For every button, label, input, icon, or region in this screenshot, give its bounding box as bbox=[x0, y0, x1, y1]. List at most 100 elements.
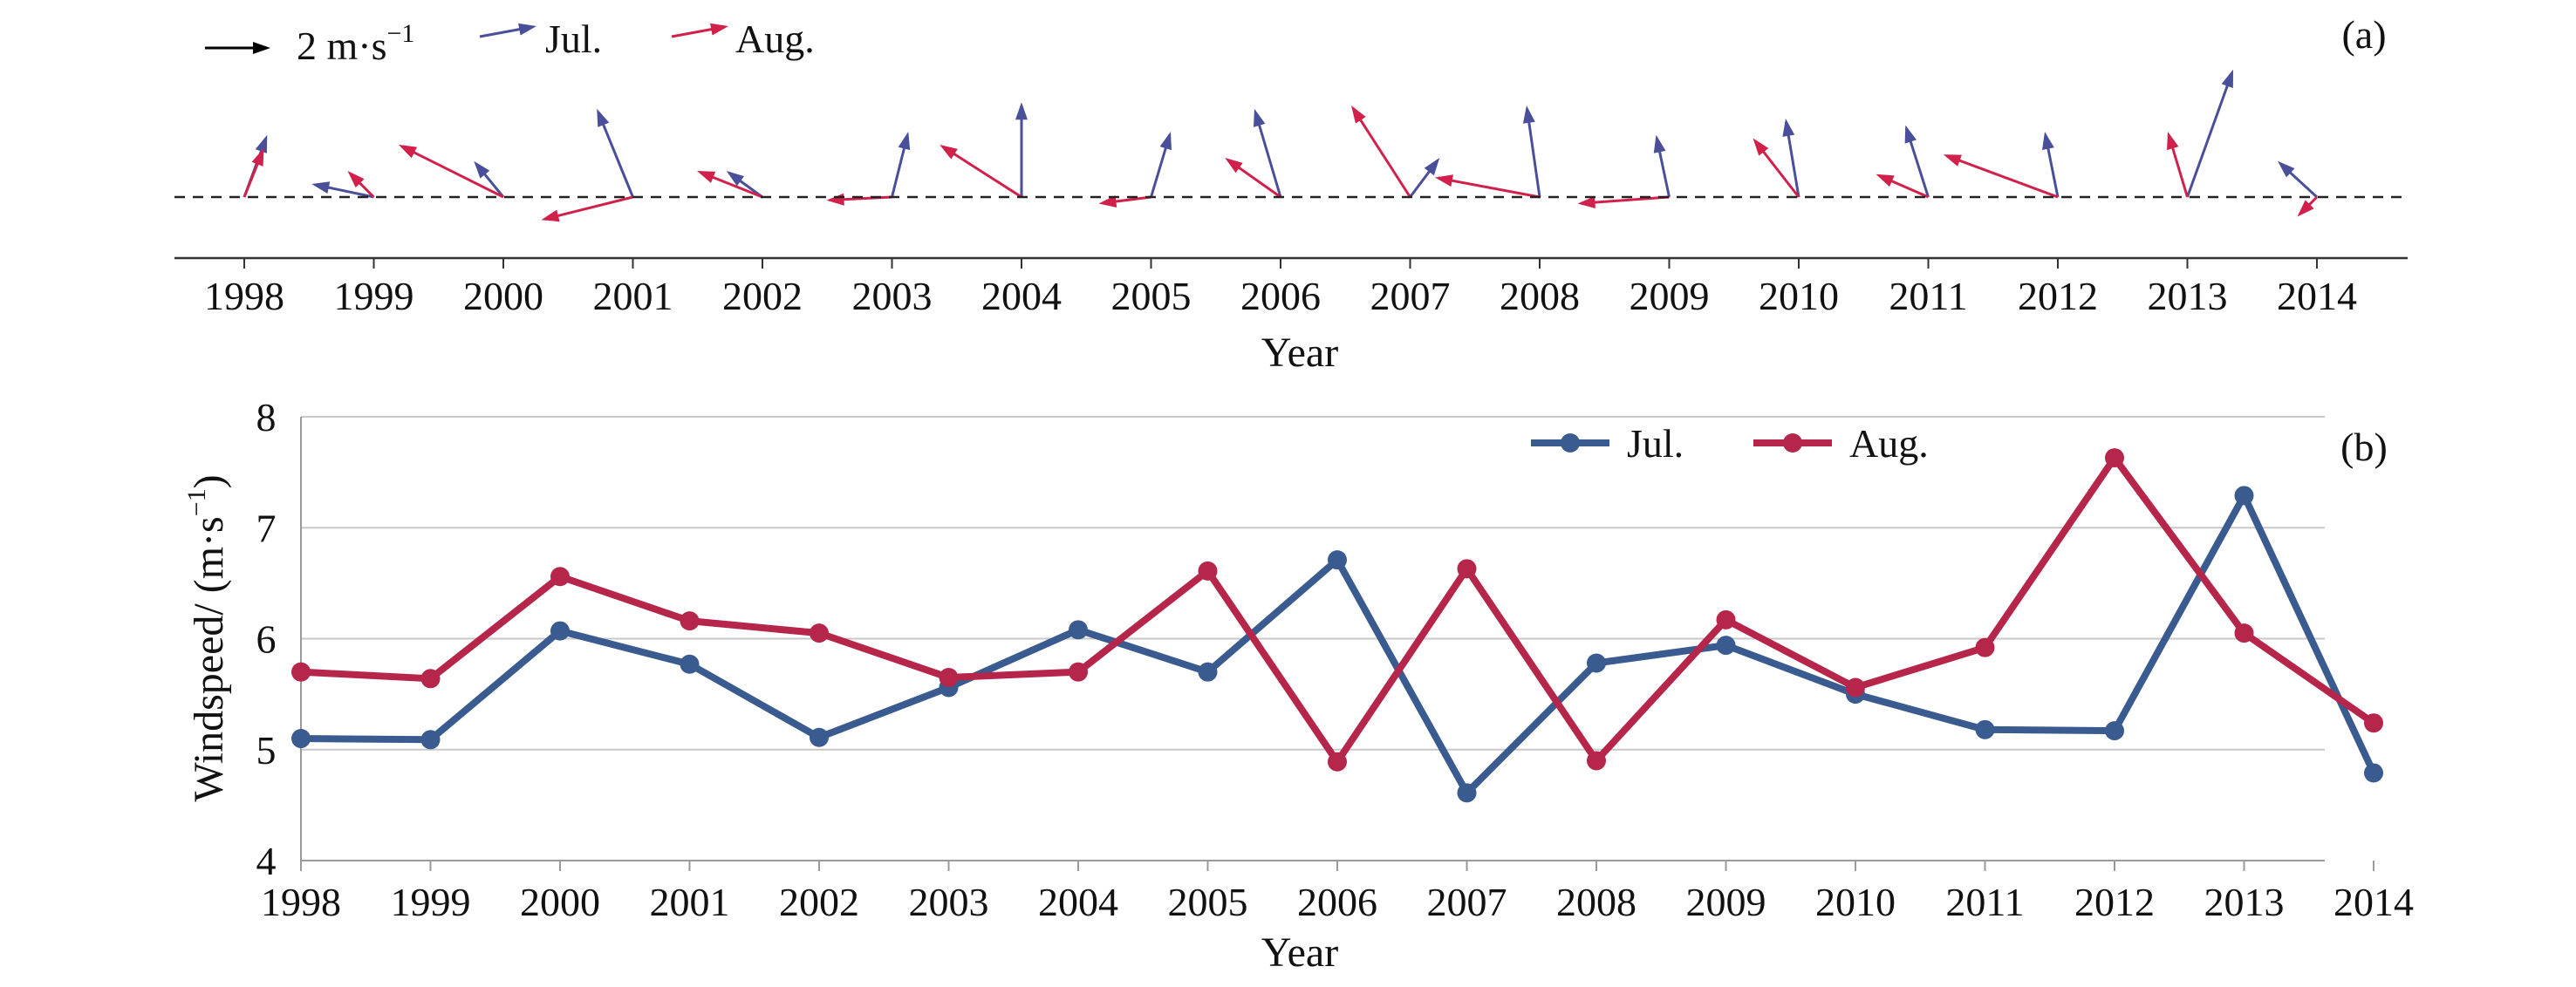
wind-arrow-aug-2011 bbox=[1876, 174, 1930, 199]
wind-arrow-aug-2007 bbox=[1351, 106, 1411, 198]
wind-arrow-aug-2009 bbox=[1577, 195, 1670, 209]
x-tick-label: 2014 bbox=[2333, 880, 2414, 924]
data-point-jul-2013 bbox=[2234, 486, 2254, 506]
y-tick-label: 8 bbox=[256, 395, 277, 439]
wind-arrow-jul-2013 bbox=[2186, 69, 2234, 198]
wind-arrow-aug-1998 bbox=[243, 147, 264, 198]
data-point-jul-2007 bbox=[1457, 783, 1477, 803]
x-tick-label: 2012 bbox=[2074, 880, 2155, 924]
y-tick-labels: 4 5 6 7 8 bbox=[256, 395, 277, 883]
x-tick-label: 2002 bbox=[722, 274, 803, 318]
wind-arrow-jul-2002 bbox=[726, 171, 763, 199]
data-point-jul-2000 bbox=[550, 621, 570, 641]
series-jul bbox=[291, 486, 2383, 803]
data-point-jul-2004 bbox=[1069, 620, 1088, 640]
y-tick-label: 7 bbox=[256, 506, 277, 550]
legend-label-aug: Aug. bbox=[1849, 421, 1929, 466]
wind-arrow-jul-2014 bbox=[2278, 160, 2319, 199]
data-point-jul-1999 bbox=[420, 730, 441, 750]
data-point-jul-2001 bbox=[680, 654, 700, 674]
panel-label: (b) bbox=[2340, 425, 2388, 469]
x-tick-label: 1998 bbox=[261, 880, 341, 924]
wind-arrow-jul-2006 bbox=[1253, 108, 1282, 198]
data-point-aug-2000 bbox=[550, 567, 570, 587]
wind-arrow-aug-2004 bbox=[940, 145, 1022, 199]
data-point-aug-1999 bbox=[420, 669, 441, 689]
x-tick-label: 2008 bbox=[1500, 274, 1580, 318]
data-point-aug-2013 bbox=[2234, 623, 2254, 643]
legend-item-aug bbox=[671, 23, 728, 38]
x-tick-label: 2005 bbox=[1111, 274, 1192, 318]
x-tick-label: 1998 bbox=[204, 274, 284, 318]
data-point-aug-2002 bbox=[810, 623, 829, 643]
data-point-aug-2009 bbox=[1716, 609, 1736, 630]
data-point-jul-2008 bbox=[1587, 653, 1606, 673]
x-tick-label: 2007 bbox=[1427, 880, 1507, 924]
x-tick-label: 2011 bbox=[1945, 880, 2024, 924]
jul-arrow-icon bbox=[479, 23, 536, 38]
wind-arrow-jul-2012 bbox=[2042, 132, 2060, 198]
wind-arrow-jul-2003 bbox=[891, 132, 911, 198]
x-tick-label: 2006 bbox=[1297, 880, 1377, 924]
x-tick-label: 2010 bbox=[1815, 880, 1896, 924]
data-point-jul-2005 bbox=[1198, 662, 1218, 682]
legend-item-jul bbox=[479, 23, 536, 38]
legend-reference-arrow bbox=[205, 42, 270, 54]
wind-arrow-jul-2008 bbox=[1522, 106, 1541, 198]
legend-label-jul: Jul. bbox=[545, 17, 602, 61]
data-point-jul-2009 bbox=[1716, 636, 1736, 656]
x-tick-label: 2003 bbox=[909, 880, 989, 924]
wind-arrow-jul-2009 bbox=[1653, 134, 1671, 198]
wind-arrow-aug-2002 bbox=[697, 171, 763, 199]
wind-arrow-aug-2003 bbox=[826, 193, 892, 206]
x-tick-label: 2001 bbox=[593, 274, 673, 318]
x-tick-label: 2000 bbox=[520, 880, 600, 924]
legend-label-aug: Aug. bbox=[735, 17, 815, 61]
x-tick-label: 2006 bbox=[1240, 274, 1321, 318]
x-tick-marks bbox=[243, 258, 2318, 269]
legend-item-jul bbox=[1531, 433, 1609, 453]
series-aug bbox=[291, 448, 2383, 772]
wind-arrow-jul-2007 bbox=[1409, 158, 1440, 198]
wind-arrow-jul-2001 bbox=[597, 108, 634, 198]
x-tick-marks bbox=[300, 861, 2374, 871]
x-axis-title: Year bbox=[1261, 929, 1338, 976]
wind-arrow-jul-2000 bbox=[474, 160, 505, 198]
data-point-jul-1998 bbox=[291, 729, 311, 749]
wind-arrow-aug-2008 bbox=[1435, 174, 1541, 199]
x-tick-label: 2011 bbox=[1889, 274, 1967, 318]
x-tick-label: 2004 bbox=[981, 274, 1062, 318]
wind-arrow-aug-2010 bbox=[1753, 138, 1800, 198]
data-point-aug-2011 bbox=[1975, 637, 1995, 657]
data-point-jul-2012 bbox=[2105, 721, 2124, 741]
x-tick-label: 2013 bbox=[2148, 274, 2228, 318]
wind-arrow-aug-2013 bbox=[2167, 132, 2189, 198]
reference-arrow-icon bbox=[205, 42, 270, 54]
data-point-aug-1998 bbox=[291, 662, 311, 682]
data-point-aug-2001 bbox=[680, 611, 700, 631]
data-point-aug-2003 bbox=[939, 668, 959, 688]
y-tick-label: 4 bbox=[256, 839, 277, 883]
data-point-aug-2014 bbox=[2364, 713, 2383, 733]
x-tick-label: 2009 bbox=[1686, 880, 1766, 924]
x-tick-label: 2012 bbox=[2018, 274, 2098, 318]
x-tick-label: 1999 bbox=[334, 274, 414, 318]
x-tick-labels: 1998 1999 2000 2001 2002 2003 2004 2005 2006 2007… bbox=[261, 880, 2414, 924]
x-tick-label: 2008 bbox=[1556, 880, 1636, 924]
wind-arrow-aug-2005 bbox=[1098, 195, 1151, 208]
wind-arrow-aug-2012 bbox=[1943, 154, 2059, 199]
wind-arrow-aug-2001 bbox=[541, 195, 633, 222]
wind-arrow-jul-2005 bbox=[1150, 132, 1172, 198]
wind-arrow-aug-1999 bbox=[347, 171, 375, 199]
data-point-jul-2006 bbox=[1328, 550, 1347, 570]
x-tick-label: 2000 bbox=[463, 274, 543, 318]
series-line-jul bbox=[300, 492, 2377, 797]
line-series bbox=[291, 448, 2383, 803]
data-point-jul-2014 bbox=[2364, 763, 2383, 783]
y-tick-label: 6 bbox=[256, 617, 277, 662]
wind-arrow-jul-2011 bbox=[1904, 125, 1930, 198]
x-tick-label: 2003 bbox=[852, 274, 933, 318]
aug-arrow-icon bbox=[671, 23, 728, 38]
wind-arrow-jul-2004 bbox=[1015, 102, 1028, 197]
